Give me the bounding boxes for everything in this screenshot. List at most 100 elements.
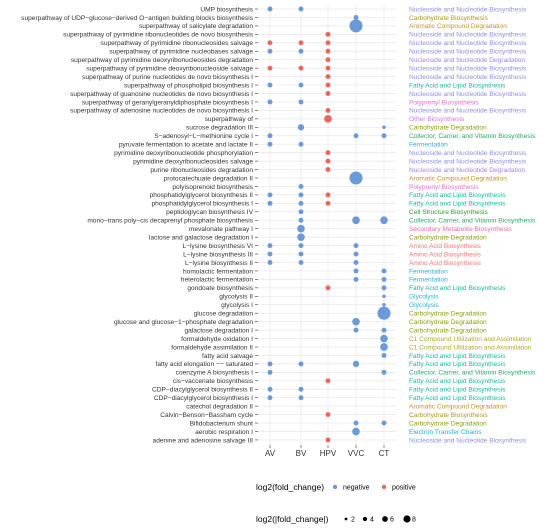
legend-size-label: 6	[390, 517, 394, 524]
legend-size-label: 8	[412, 517, 416, 524]
category-label: Carbohydrate Degradation	[409, 311, 487, 318]
category-label: Nucleoside and Nucleotide Biosynthesis	[409, 437, 527, 444]
pathway-label: purine ribonucleosides degradation	[150, 167, 253, 174]
data-point-positive	[325, 200, 331, 206]
pathway-labels: UMP biosynthesis superpathway of UDP−gluc…	[21, 6, 254, 444]
category-label: Carbohydrate Degradation	[409, 234, 487, 241]
pathway-label: superpathway of pyrimidine nucleobases s…	[109, 49, 253, 56]
category-label: Fatty Acid and Lipid Biosynthesis	[409, 201, 506, 208]
pathway-label: superpathway of geranylgeranyldiphosphat…	[82, 99, 253, 106]
data-point-positive	[298, 40, 304, 46]
pathway-label: lactose and galactose degradation I	[149, 234, 253, 241]
data-point-negative	[381, 268, 387, 274]
pathway-label: superpathway of adenosine nucleotides de…	[70, 108, 253, 115]
pathway-label: glycolysis II	[219, 294, 253, 301]
data-point-negative	[298, 251, 304, 257]
data-point-negative	[353, 14, 359, 20]
pathway-label: superpathway of phospholipid biosynthesi…	[124, 82, 253, 89]
data-point-negative	[267, 386, 273, 392]
legend-size-label: 2	[351, 517, 355, 524]
data-point-negative	[382, 294, 386, 299]
data-point-negative	[381, 352, 387, 358]
category-label: Polyprenyl Biosynthesis	[409, 99, 479, 106]
pathway-label: CDP−diacylglycerol biosynthesis II	[152, 387, 253, 394]
category-label: Cell Structure Biosynthesis	[409, 209, 488, 216]
pathway-label: superpathway of pyrimidine deoxyribonucl…	[71, 57, 254, 64]
pathway-label: superpathway of UDP−glucose−derived O−an…	[21, 15, 254, 22]
data-point-negative	[381, 276, 387, 282]
data-point-negative	[267, 243, 273, 249]
data-point-negative	[380, 216, 388, 225]
category-label: Carbohydrate Biosynthesis	[409, 15, 489, 22]
data-point-negative	[297, 233, 305, 241]
data-point-negative	[267, 369, 273, 375]
pathway-label: superpathway of pyrimidine ribonucleosid…	[101, 40, 254, 47]
pathway-label: peptidoglycan biosynthesis IV	[166, 209, 253, 216]
pathway-label: formaldehyde assimilation II	[171, 344, 253, 351]
data-point-negative	[298, 99, 304, 105]
category-label: Amino Acid Biosynthesis	[409, 260, 482, 267]
pathway-label: superpathway of purine nucleotides de no…	[82, 74, 253, 81]
data-point-negative	[298, 209, 304, 215]
data-point-negative	[298, 386, 304, 392]
data-point-negative	[381, 327, 387, 333]
category-label: Nucleoside and Nucleotide Biosynthesis	[409, 6, 527, 13]
x-axis-ticks: AV BV HPV VVC CT	[265, 444, 389, 458]
data-point-negative	[382, 125, 386, 130]
data-point-negative	[267, 192, 273, 198]
category-label: Carbohydrate Degradation	[409, 327, 487, 334]
data-point-positive	[325, 65, 331, 71]
category-label: Polyprenyl Biosynthesis	[409, 184, 479, 191]
pathway-label: cis−vaccenate biosynthesis	[173, 378, 254, 385]
data-point-negative	[353, 420, 359, 426]
data-point-positive	[325, 285, 331, 291]
pathway-label: catechol degradation II	[186, 403, 253, 410]
data-point-negative	[352, 427, 360, 436]
data-point-positive	[325, 74, 331, 80]
data-point-negative	[298, 361, 304, 367]
data-point-negative	[298, 260, 304, 265]
data-point-negative	[298, 217, 304, 223]
data-point-negative	[349, 171, 363, 185]
data-point-negative	[267, 6, 273, 12]
data-point-positive	[267, 40, 273, 46]
category-label: Nucleoside and Nucleotide Biosynthesis	[409, 108, 527, 115]
category-label: Carbohydrate Degradation	[409, 420, 487, 427]
category-labels: Nucleoside and Nucleotide Biosynthesis Ca…	[409, 6, 536, 444]
data-point-negative	[353, 243, 359, 249]
data-point-positive	[298, 65, 304, 71]
x-tick-label: HPV	[320, 449, 337, 458]
category-label: Glycolysis	[409, 302, 439, 309]
pathway-label: pyruvate fermentation to acetate and lac…	[119, 142, 253, 149]
x-tick-label: BV	[296, 449, 307, 458]
data-point-positive	[325, 158, 331, 164]
pathway-label: CDP−diacylglycerol biosynthesis I	[154, 395, 253, 402]
data-point-positive	[325, 48, 331, 54]
data-point-positive	[325, 437, 331, 443]
pathway-label: superpathway of salicylate degradation	[139, 23, 253, 30]
data-point-negative	[353, 251, 359, 257]
pathway-label: Bifidobacterium shunt	[190, 420, 254, 427]
category-label: Carbohydrate Degradation	[409, 319, 487, 326]
category-label: Aromatic Compound Degradation	[409, 403, 507, 410]
pathway-label: Calvin−Benson−Bassham cycle	[160, 412, 253, 419]
legend-label-positive: positive	[392, 485, 416, 492]
data-point-positive	[325, 167, 331, 173]
category-label: Nucleoside and Nucleotide Biosynthesis	[409, 32, 527, 39]
data-point-positive	[324, 115, 332, 123]
pathway-label: heterolactic fermentation	[181, 277, 254, 284]
pathway-label: mevalonate pathway I	[189, 226, 253, 233]
data-point-negative	[267, 251, 273, 257]
data-point-positive	[325, 378, 331, 384]
data-point-negative	[377, 306, 391, 320]
category-label: Nucleoside and Nucleotide Degradation	[409, 57, 526, 64]
data-point-negative	[297, 224, 305, 233]
pathway-label: formaldehyde oxidation I	[181, 336, 253, 343]
data-point-negative	[298, 192, 304, 198]
category-label: Nucleoside and Nucleotide Biosynthesis	[409, 91, 527, 98]
data-point-negative	[298, 395, 304, 401]
pathway-label: pyrimidine deoxyribonucleotide phosphory…	[114, 150, 253, 157]
category-label: Electron Transfer Chains	[409, 429, 482, 436]
legend-label-negative: negative	[343, 485, 370, 492]
category-label: Aromatic Compound Degradation	[409, 175, 507, 182]
